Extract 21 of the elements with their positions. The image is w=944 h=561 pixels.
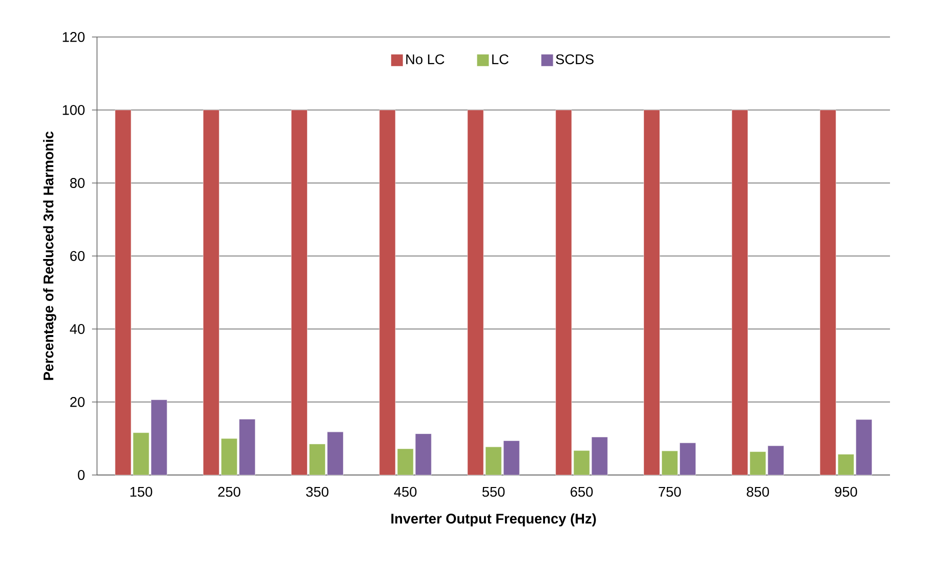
x-axis-title: Inverter Output Frequency (Hz) — [391, 513, 596, 526]
y-tick-label: 40 — [70, 324, 85, 334]
x-tick-label: 550 — [482, 486, 505, 497]
x-tick-label: 150 — [130, 486, 152, 497]
legend-label: LC — [492, 54, 508, 64]
legend-label: No LC — [406, 54, 444, 64]
y-axis-title: Percentage of Reduced 3rd Harmonic — [43, 132, 56, 380]
x-tick-label: 250 — [218, 486, 240, 497]
y-tick-label: 100 — [62, 105, 85, 115]
x-tick-label: 950 — [834, 486, 858, 497]
x-tick-label: 750 — [658, 486, 681, 497]
y-tick-label: 20 — [70, 397, 85, 407]
x-tick-label: 450 — [394, 486, 417, 497]
y-tick-label: 0 — [78, 470, 85, 480]
y-tick-label: 120 — [62, 32, 85, 42]
legend-label: SCDS — [556, 54, 594, 64]
x-tick-label: 650 — [570, 486, 593, 497]
y-tick-label: 60 — [70, 251, 85, 261]
x-tick-label: 350 — [306, 486, 328, 497]
y-tick-label: 80 — [70, 178, 85, 188]
x-tick-label: 850 — [746, 486, 769, 497]
